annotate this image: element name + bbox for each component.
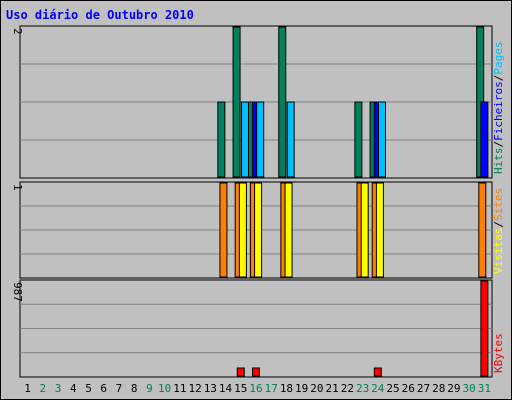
bar-visits-visitas-day-18 [284,182,293,278]
x-tick-label: 23 [356,382,369,395]
x-tick-label: 7 [116,382,123,395]
x-tick-label: 28 [432,382,445,395]
x-tick-label: 30 [463,382,476,395]
x-tick-label: 2 [40,382,47,395]
x-tick-label: 26 [402,382,415,395]
x-tick-label: 20 [310,382,323,395]
legend-entry: Hits [492,148,505,175]
x-tick-label: 21 [326,382,339,395]
x-axis: 1 2 3 4 5 6 7 8 9 10 11 12 13 14 15 16 17 18 19 20 21 22 23 24 2… [24,382,491,395]
legend-entry: / [492,141,505,148]
panel-scale-label: 987 [11,282,24,302]
bar-visits-visitas-day-23 [360,182,369,278]
bar-hits-hits-day-15 [232,26,241,178]
bar-hits-pages-day-18 [286,101,295,178]
panel-visits: 1 Visitas/Sites [11,181,505,279]
bar-visits-visitas-day-24 [375,182,384,278]
bar-hits-pages-day-24 [378,101,387,178]
x-tick-label: 17 [265,382,278,395]
bar-kbytes-kbytes-day-16 [252,367,260,377]
legend-entry: Pages [492,42,505,75]
legend-entry: Visitas [492,228,505,274]
bar-visits-visitas-day-15 [238,182,247,278]
bar-hits-pages-day-16 [256,101,265,178]
x-tick-label: 24 [371,382,385,395]
bar-visits-sites-day-14 [219,182,228,278]
x-tick-label: 1 [24,382,31,395]
panel-legend: Visitas/Sites [492,188,505,274]
bar-hits-hits-day-23 [354,101,363,178]
x-tick-label: 15 [234,382,247,395]
bar-kbytes-kbytes-day-24 [373,367,382,377]
x-tick-label: 14 [219,382,233,395]
x-tick-label: 5 [85,382,92,395]
chart-panels: 2Hits/Ficheiros/Pages1Visitas/Sites987KB… [11,25,505,378]
x-tick-label: 18 [280,382,293,395]
x-tick-label: 29 [447,382,460,395]
x-tick-label: 6 [100,382,107,395]
legend-entry: / [492,221,505,228]
panel-scale-label: 2 [11,28,24,35]
panel-legend: Hits/Ficheiros/Pages [492,42,505,174]
x-tick-label: 27 [417,382,430,395]
legend-entry: KBytes [492,333,505,373]
x-tick-label: 4 [70,382,77,395]
bar-hits-hits-day-14 [217,101,226,178]
panel-legend: KBytes [492,333,505,373]
x-tick-label: 3 [55,382,62,395]
x-tick-label: 16 [249,382,262,395]
bar-hits-hits-day-18 [278,26,287,178]
x-tick-label: 22 [341,382,354,395]
x-tick-label: 25 [386,382,399,395]
panel-kbytes: 987 KBytes [11,279,505,378]
bar-visits-visitas-day-16 [254,182,263,278]
bar-visits-sites-day-31 [478,182,487,278]
legend-entry: Sites [492,188,505,221]
x-tick-label: 12 [188,382,201,395]
x-tick-label: 13 [204,382,217,395]
bar-kbytes-kbytes-day-15 [236,367,245,377]
x-tick-label: 9 [146,382,153,395]
x-tick-label: 10 [158,382,171,395]
panel-scale-label: 1 [11,184,24,191]
x-tick-label: 8 [131,382,138,395]
bar-hits-ficheiros-day-31 [480,101,489,178]
bar-kbytes-kbytes-day-31 [480,280,489,377]
legend-entry: / [492,75,505,82]
x-tick-label: 19 [295,382,308,395]
bar-hits-pages-day-15 [240,101,249,178]
chart-title: Uso diário de Outubro 2010 [6,8,194,22]
x-tick-label: 31 [478,382,491,395]
x-tick-label: 11 [173,382,186,395]
legend-entry: Ficheiros [492,81,505,141]
